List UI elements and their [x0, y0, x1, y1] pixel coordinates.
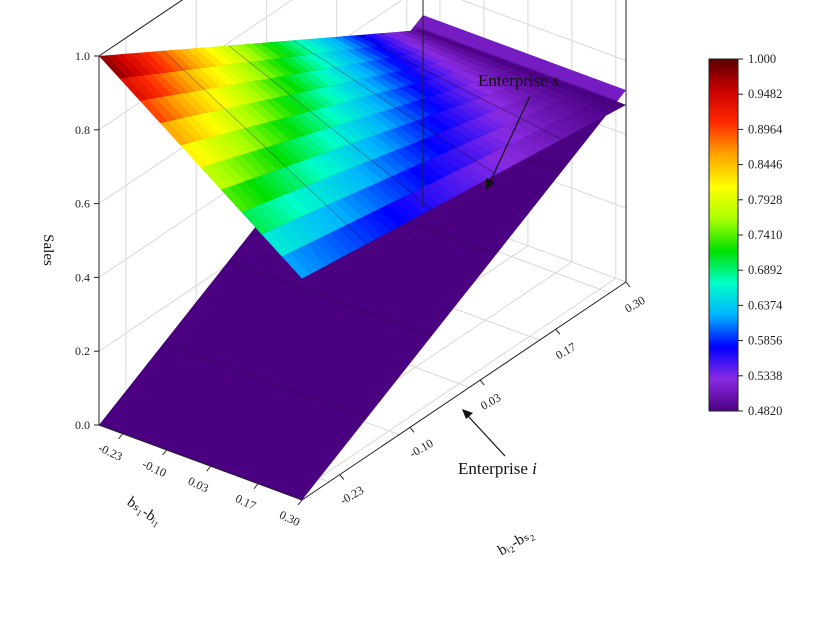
- colorbar-gradient: [708, 58, 739, 412]
- x-tick-mark: [555, 328, 561, 335]
- gridline-y: [291, 277, 617, 497]
- colorbar-tick-label: 0.4820: [748, 404, 782, 418]
- x-tick-label: 0.17: [553, 340, 578, 363]
- y-tick-label: -0.10: [140, 457, 169, 480]
- x-tick-mark: [409, 427, 415, 433]
- mesh-line: [220, 74, 545, 190]
- colorbar-tick-label: 0.5856: [748, 334, 782, 348]
- y-tick-label: 0.17: [233, 491, 258, 513]
- colorbar-tick-label: 1.000: [748, 52, 776, 66]
- x-tick-label: -0.23: [337, 483, 366, 508]
- y-tick-label: -0.23: [96, 440, 125, 463]
- arrow-enterprise-i: [467, 415, 506, 457]
- mesh-line: [180, 59, 505, 146]
- colorbar-tick-label: 0.7928: [748, 193, 782, 207]
- surface-enterprise-s: [99, 29, 626, 279]
- x-tick-mark: [479, 379, 485, 386]
- x-tick-label: 0.03: [478, 390, 503, 413]
- x-tick-mark: [339, 474, 345, 480]
- z-tick-label: 0.6: [75, 197, 90, 211]
- y-tick-mark: [297, 499, 303, 506]
- mesh-line: [119, 37, 444, 79]
- mesh-line: [281, 97, 606, 257]
- y-tick-mark: [206, 465, 212, 472]
- y-tick-mark: [162, 449, 168, 456]
- y-tick-mark: [118, 433, 124, 440]
- z-tick-label: 0.2: [75, 344, 90, 358]
- axis-line-y: [98, 424, 303, 501]
- colorbar-tick-label: 0.5338: [748, 369, 782, 383]
- gridline-z: [460, 0, 627, 62]
- arrowhead-enterprise-s: [486, 178, 495, 190]
- colorbar-tick-label: 0.6374: [748, 298, 783, 312]
- mesh-line: [240, 82, 566, 213]
- contour-line: [163, 342, 367, 419]
- z-tick-label: 0.4: [75, 270, 90, 284]
- box-edge-top-back: [98, 0, 184, 57]
- annotation-enterprise-s: Enterprise s: [478, 71, 559, 90]
- contour-line: [358, 34, 562, 140]
- annotation-enterprise-i: Enterprise i: [458, 459, 537, 478]
- contour-line: [228, 45, 432, 210]
- axis-line-x: [301, 281, 627, 501]
- axis-box: [98, 0, 627, 501]
- y-tick-mark: [253, 483, 259, 490]
- z-tick-label: 0.0: [75, 418, 90, 432]
- z-tick-label: 1.0: [75, 49, 90, 63]
- contour-line: [163, 50, 368, 245]
- mesh-line: [200, 67, 525, 168]
- colorbar-tick-label: 0.7410: [748, 228, 782, 242]
- x-axis-label: bᵢ₂-bₛ₂: [495, 526, 536, 559]
- z-axis-label: Sales: [40, 234, 56, 266]
- annotations: Enterprise s Enterprise i: [458, 71, 559, 478]
- y-tick-label: 0.03: [186, 474, 211, 496]
- y-tick-label: 0.30: [277, 508, 302, 530]
- mesh-line: [99, 29, 424, 57]
- z-tick-label: 0.8: [75, 123, 90, 137]
- x-tick-label: 0.30: [622, 293, 647, 316]
- colorbar-tick-label: 0.8446: [748, 158, 782, 172]
- surface-cell: [414, 29, 444, 39]
- arrowhead-enterprise-i: [462, 409, 473, 419]
- colorbar-tick-label: 0.9482: [748, 87, 782, 101]
- surface-cell: [414, 15, 444, 34]
- colorbar: 1.000 0.9482 0.8964 0.8446 0.7928 0.7410 0.689…: [708, 52, 783, 418]
- mesh-line: [139, 44, 464, 101]
- y-axis-label: bₛ₁-bᵢ₁: [124, 494, 165, 529]
- contour-line: [228, 260, 432, 337]
- arrow-enterprise-s: [489, 95, 531, 183]
- contour-line: [293, 39, 497, 175]
- x-tick-label: -0.10: [407, 436, 436, 461]
- colorbar-tick-label: 0.6892: [748, 263, 782, 277]
- colorbar-tick-label: 0.8964: [748, 122, 783, 136]
- x-tick-mark: [625, 281, 631, 288]
- mesh-line: [159, 52, 484, 124]
- mesh-line: [281, 82, 606, 493]
- mesh-line: [301, 89, 626, 501]
